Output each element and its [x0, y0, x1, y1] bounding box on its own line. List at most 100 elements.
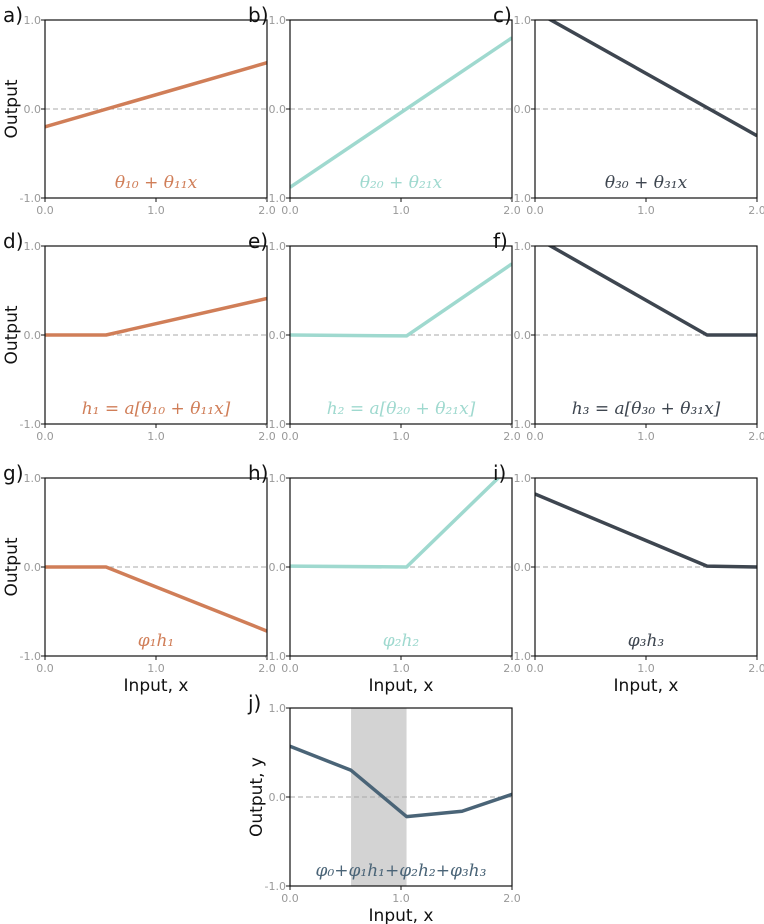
chart-f-formula: h₃ = a[θ₃₀ + θ₃₁x] — [572, 399, 721, 419]
chart-g-ytick-label: 1.0 — [24, 472, 42, 485]
chart-b-ytick-label: 0.0 — [269, 103, 287, 116]
chart-i-xlabel: Input, x — [614, 676, 679, 696]
chart-g-series-line — [45, 565, 267, 633]
chart-j-series-line — [290, 744, 512, 819]
chart-b-series-line — [290, 36, 512, 189]
chart-g-xtick-label: 2.0 — [258, 662, 276, 675]
chart-b-panel-label: b) — [248, 3, 269, 27]
chart-g-ytick-label: 0.0 — [24, 561, 42, 574]
chart-j-xlabel: Input, x — [369, 906, 434, 924]
chart-j-ytick-label: 1.0 — [269, 702, 287, 715]
chart-g-ylabel: Output — [2, 537, 22, 596]
chart-b-xtick-label: 1.0 — [392, 204, 410, 217]
chart-e-series-line — [290, 262, 512, 338]
chart-d-ylabel: Output — [2, 305, 22, 364]
chart-f-group: -1.00.01.00.0 1.0 2.0f)h₃ = a[θ₃₀ + θ₃₁x] — [493, 229, 764, 443]
chart-b-ytick-label: 1.0 — [269, 14, 287, 27]
chart-d-xtick-label: 2.0 — [258, 430, 276, 443]
chart-e-ytick-label: 0.0 — [269, 329, 287, 342]
chart-j-xtick-label: 0.0 — [281, 892, 299, 905]
chart-a-panel-label: a) — [3, 3, 23, 27]
chart-f-ytick-label: -1.0 — [510, 418, 531, 431]
chart-h-ytick-label: 1.0 — [269, 472, 287, 485]
chart-f-ytick-label: 0.0 — [514, 329, 532, 342]
chart-i-series-line — [535, 492, 757, 569]
chart-i-ytick-label: -1.0 — [510, 650, 531, 663]
chart-j-xtick-label: 1.0 — [392, 892, 410, 905]
chart-d-ytick-label: 0.0 — [24, 329, 42, 342]
chart-a-ytick-label: 0.0 — [24, 103, 42, 116]
chart-c-xtick-label: 0.0 — [526, 204, 544, 217]
chart-h-panel-label: h) — [248, 461, 268, 485]
chart-g-xtick-label: 0.0 — [36, 662, 54, 675]
chart-h-series-line — [290, 478, 501, 569]
chart-a-ylabel: Output — [2, 79, 22, 138]
chart-b-formula: θ₂₀ + θ₂₁x — [360, 173, 443, 193]
chart-e-xtick-label: 0.0 — [281, 430, 299, 443]
chart-j-panel-label: j) — [247, 691, 261, 715]
chart-i-xtick-label: 0.0 — [526, 662, 544, 675]
chart-c-ytick-label: -1.0 — [510, 192, 531, 205]
chart-e-ytick-label: 1.0 — [269, 240, 287, 253]
chart-d-xtick-label: 1.0 — [147, 430, 165, 443]
chart-j-group: -1.00.01.00.0 1.0 2.0j)φ₀+φ₁h₁+φ₂h₂+φ₃h₃Ou… — [247, 691, 521, 924]
chart-c-panel-label: c) — [493, 3, 512, 27]
chart-c-xtick-label: 1.0 — [637, 204, 655, 217]
chart-g-panel-label: g) — [3, 461, 24, 485]
chart-g-xtick-label: 1.0 — [147, 662, 165, 675]
chart-j-formula: φ₀+φ₁h₁+φ₂h₂+φ₃h₃ — [316, 861, 487, 881]
chart-d-ytick-label: 1.0 — [24, 240, 42, 253]
chart-e-xtick-label: 1.0 — [392, 430, 410, 443]
chart-g-xlabel: Input, x — [124, 676, 189, 696]
chart-e-formula: h₂ = a[θ₂₀ + θ₂₁x] — [327, 399, 476, 419]
chart-b-group: -1.00.01.00.0 1.0 2.0b)θ₂₀ + θ₂₁x — [248, 3, 521, 217]
chart-g-ytick-label: -1.0 — [20, 650, 41, 663]
chart-b-ytick-label: -1.0 — [265, 192, 286, 205]
chart-c-formula: θ₃₀ + θ₃₁x — [605, 173, 688, 193]
chart-b-xtick-label: 2.0 — [503, 204, 521, 217]
chart-e-xtick-label: 2.0 — [503, 430, 521, 443]
chart-c-xtick-label: 2.0 — [748, 204, 764, 217]
chart-a-ytick-label: -1.0 — [20, 192, 41, 205]
chart-d-panel-label: d) — [3, 229, 24, 253]
chart-g-formula: φ₁h₁ — [138, 631, 174, 651]
chart-h-xlabel: Input, x — [369, 676, 434, 696]
chart-e-group: -1.00.01.00.0 1.0 2.0e)h₂ = a[θ₂₀ + θ₂₁x] — [248, 229, 521, 443]
chart-h-xtick-label: 1.0 — [392, 662, 410, 675]
chart-i-ytick-label: 1.0 — [514, 472, 532, 485]
chart-c-ytick-label: 0.0 — [514, 103, 532, 116]
chart-e-panel-label: e) — [248, 229, 268, 253]
chart-j-ytick-label: -1.0 — [265, 880, 286, 893]
chart-e-ytick-label: -1.0 — [265, 418, 286, 431]
chart-i-xtick-label: 2.0 — [748, 662, 764, 675]
chart-h-ytick-label: 0.0 — [269, 561, 287, 574]
chart-i-panel-label: i) — [493, 461, 506, 485]
chart-i-xtick-label: 1.0 — [637, 662, 655, 675]
chart-f-xtick-label: 1.0 — [637, 430, 655, 443]
chart-i-ytick-label: 0.0 — [514, 561, 532, 574]
chart-a-xtick-label: 1.0 — [147, 204, 165, 217]
chart-d-series-line — [45, 296, 267, 337]
chart-f-xtick-label: 2.0 — [748, 430, 764, 443]
chart-h-xtick-label: 2.0 — [503, 662, 521, 675]
chart-j-ylabel: Output, y — [247, 757, 267, 837]
chart-a-formula: θ₁₀ + θ₁₁x — [115, 173, 198, 193]
chart-c-ytick-label: 1.0 — [514, 14, 532, 27]
chart-a-series-line — [45, 61, 267, 129]
chart-d-ytick-label: -1.0 — [20, 418, 41, 431]
chart-a-xtick-label: 2.0 — [258, 204, 276, 217]
chart-c-series-line — [547, 20, 757, 138]
chart-d-group: -1.00.01.00.0 1.0 2.0d)h₁ = a[θ₁₀ + θ₁₁x]O… — [2, 229, 276, 443]
chart-d-xtick-label: 0.0 — [36, 430, 54, 443]
chart-f-xtick-label: 0.0 — [526, 430, 544, 443]
chart-f-ytick-label: 1.0 — [514, 240, 532, 253]
chart-a-ytick-label: 1.0 — [24, 14, 42, 27]
chart-h-ytick-label: -1.0 — [265, 650, 286, 663]
chart-f-panel-label: f) — [493, 229, 508, 253]
chart-h-xtick-label: 0.0 — [281, 662, 299, 675]
chart-j-xtick-label: 2.0 — [503, 892, 521, 905]
chart-c-group: -1.00.01.00.0 1.0 2.0c)θ₃₀ + θ₃₁x — [493, 3, 764, 217]
